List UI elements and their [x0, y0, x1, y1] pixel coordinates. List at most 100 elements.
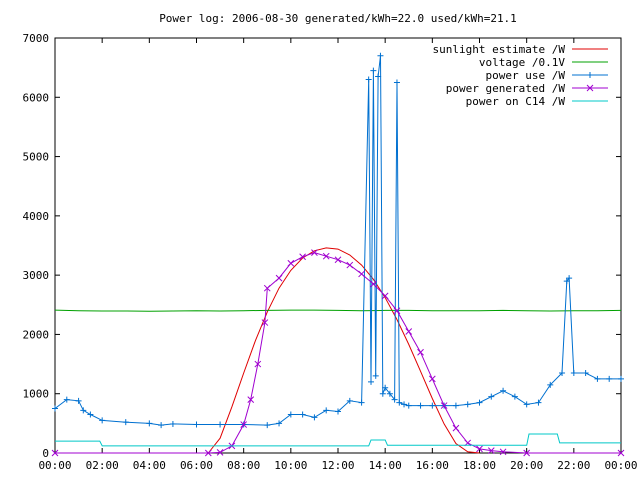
data-point	[440, 402, 448, 409]
y-tick-label: 6000	[23, 91, 50, 104]
data-point	[240, 421, 248, 428]
legend-label: sunlight estimate /W	[433, 43, 566, 56]
data-point	[299, 411, 306, 418]
data-point	[382, 384, 389, 391]
series-line	[207, 247, 480, 454]
data-point	[523, 449, 531, 457]
data-point	[80, 407, 87, 414]
data-point	[386, 390, 393, 397]
data-point	[393, 79, 400, 86]
x-tick-label: 06:00	[180, 459, 213, 472]
y-tick-label: 3000	[23, 269, 50, 282]
series-line	[54, 55, 621, 426]
data-point	[476, 399, 483, 406]
data-point	[379, 390, 386, 397]
data-point	[216, 449, 224, 456]
legend-label: power use /W	[486, 69, 566, 82]
data-point	[365, 76, 372, 83]
data-point	[169, 420, 176, 427]
data-point	[87, 411, 94, 418]
data-point	[346, 397, 353, 404]
series-1	[54, 309, 622, 312]
data-point	[499, 448, 507, 456]
data-point	[370, 67, 377, 74]
x-tick-label: 12:00	[321, 459, 354, 472]
data-point	[254, 360, 262, 368]
data-point	[287, 411, 294, 418]
data-point	[405, 402, 412, 409]
data-point	[63, 396, 70, 403]
data-point	[396, 399, 403, 406]
y-tick-label: 1000	[23, 388, 50, 401]
data-point	[452, 424, 460, 432]
data-point	[51, 449, 59, 457]
data-point	[500, 387, 507, 394]
data-point	[476, 445, 483, 453]
data-point	[401, 401, 408, 408]
y-tick-label: 0	[42, 447, 49, 460]
data-point	[358, 399, 365, 406]
x-tick-label: 00:00	[604, 459, 637, 472]
data-point	[247, 396, 255, 403]
data-point	[311, 414, 318, 421]
legend-marker	[587, 72, 593, 78]
data-point	[417, 348, 424, 356]
x-tick-label: 18:00	[463, 459, 496, 472]
x-tick-label: 00:00	[38, 459, 71, 472]
data-point	[311, 249, 318, 256]
data-point	[217, 421, 224, 428]
data-point	[204, 449, 212, 457]
data-point	[559, 369, 566, 376]
data-point	[523, 401, 530, 408]
data-point	[582, 369, 589, 376]
data-point	[275, 274, 283, 282]
chart-title: Power log: 2006-08-30 generated/kWh=22.0…	[159, 12, 517, 25]
series-2	[52, 52, 624, 429]
data-point	[368, 378, 375, 385]
data-point	[488, 393, 495, 400]
series-0	[207, 247, 480, 454]
series-line	[54, 309, 622, 312]
data-point	[452, 402, 459, 409]
data-point	[99, 417, 106, 424]
data-point	[322, 252, 330, 260]
x-tick-label: 20:00	[510, 459, 543, 472]
y-tick-label: 5000	[23, 151, 50, 164]
series-line	[55, 433, 621, 447]
data-point	[417, 402, 424, 409]
data-point	[52, 405, 58, 412]
series-4	[55, 433, 621, 447]
data-point	[122, 419, 129, 426]
x-tick-label: 14:00	[369, 459, 402, 472]
data-point	[372, 372, 379, 379]
data-point	[264, 422, 271, 429]
data-point	[375, 73, 382, 80]
data-point	[299, 253, 306, 261]
legend-label: power on C14 /W	[466, 95, 566, 108]
data-point	[511, 393, 518, 400]
data-point	[393, 307, 401, 315]
x-tick-label: 22:00	[557, 459, 590, 472]
data-point	[370, 280, 377, 288]
data-point	[334, 256, 342, 264]
data-point	[276, 420, 283, 427]
series-3	[51, 249, 625, 457]
data-point	[391, 396, 398, 403]
y-tick-label: 2000	[23, 328, 50, 341]
data-point	[617, 449, 625, 457]
data-point	[287, 259, 295, 267]
data-point	[487, 447, 495, 454]
legend-marker	[586, 84, 594, 92]
y-tick-label: 7000	[23, 32, 50, 45]
series-layer	[51, 52, 625, 457]
data-point	[158, 422, 165, 429]
x-tick-label: 02:00	[86, 459, 119, 472]
data-point	[358, 270, 365, 278]
data-point	[566, 275, 573, 282]
y-tick-label: 4000	[23, 210, 50, 223]
data-point	[377, 52, 384, 59]
data-point	[323, 407, 330, 414]
data-point	[428, 375, 436, 383]
x-tick-label: 04:00	[133, 459, 166, 472]
